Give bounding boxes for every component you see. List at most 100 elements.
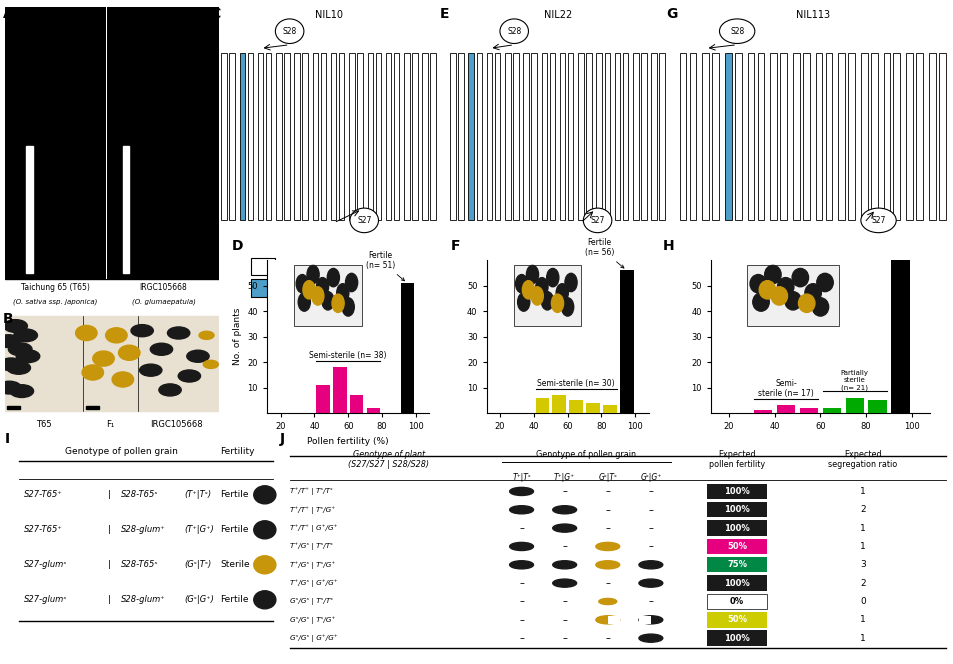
Text: –: – [605, 633, 610, 643]
Text: T65: T65 [281, 262, 296, 271]
Text: S28-T65ˢ: S28-T65ˢ [121, 560, 158, 569]
Text: T65: T65 [35, 420, 51, 429]
Bar [640, 53, 646, 220]
Circle shape [816, 274, 832, 291]
Text: Genotype of pollen grain: Genotype of pollen grain [65, 448, 177, 456]
Text: S27: S27 [870, 216, 884, 225]
Bar [802, 53, 809, 220]
Circle shape [303, 281, 314, 299]
Bar [375, 53, 380, 220]
Text: |: | [109, 596, 112, 604]
Bar [422, 53, 427, 220]
Circle shape [639, 579, 662, 587]
Bar [5, 315, 219, 411]
Circle shape [131, 325, 153, 337]
Bar [513, 266, 580, 327]
Bar [689, 53, 696, 220]
Bar [239, 53, 245, 220]
Bar [569, 400, 582, 413]
Bar [860, 53, 866, 220]
Text: (Gˢ|G⁺): (Gˢ|G⁺) [185, 596, 214, 604]
Text: –: – [518, 578, 523, 588]
Bar [882, 53, 889, 220]
Circle shape [159, 384, 181, 396]
Ellipse shape [75, 325, 97, 341]
Bar [578, 53, 583, 220]
Bar [890, 199, 908, 413]
Bar [706, 484, 766, 499]
Text: Gˢ/Gˢ | Tˢ/Tˢ: Gˢ/Gˢ | Tˢ/Tˢ [289, 598, 333, 605]
Text: Fertile: Fertile [220, 525, 249, 535]
Bar [792, 53, 799, 220]
Text: Expected
pollen fertility: Expected pollen fertility [708, 450, 764, 469]
Text: –: – [648, 596, 653, 606]
Bar [586, 53, 591, 220]
Text: IRGC105668: IRGC105668 [281, 284, 334, 292]
Bar [531, 53, 537, 220]
Text: –: – [561, 633, 566, 643]
Bar [266, 53, 271, 220]
Text: Gˢ|Tˢ: Gˢ|Tˢ [598, 473, 617, 482]
Circle shape [298, 293, 310, 311]
Text: Genotype of plant
(S27/S27 | S28/S28): Genotype of plant (S27/S27 | S28/S28) [348, 450, 429, 469]
Circle shape [515, 274, 527, 293]
Text: S27-T65⁺: S27-T65⁺ [24, 525, 63, 535]
Text: Fertile
(n= 84): Fertile (n= 84) [0, 663, 1, 664]
Text: (T⁺|G⁺): (T⁺|G⁺) [185, 525, 214, 535]
Ellipse shape [118, 345, 140, 361]
Text: –: – [605, 487, 610, 497]
Circle shape [517, 293, 529, 311]
Text: 2: 2 [860, 578, 865, 588]
Text: Fertile
(n= 51): Fertile (n= 51) [365, 250, 404, 281]
Circle shape [770, 287, 787, 305]
Bar [821, 408, 841, 413]
Text: –: – [561, 541, 566, 552]
Circle shape [253, 591, 275, 609]
Bar [367, 53, 373, 220]
Circle shape [0, 358, 23, 371]
Bar [706, 557, 766, 572]
Circle shape [345, 274, 357, 291]
Circle shape [0, 381, 21, 394]
Text: I: I [5, 432, 10, 446]
Bar [651, 53, 656, 220]
Text: S28-T65ˢ: S28-T65ˢ [121, 490, 158, 499]
Circle shape [509, 487, 533, 495]
Circle shape [552, 524, 576, 532]
Bar [776, 405, 795, 413]
Bar [284, 53, 290, 220]
Bar [659, 53, 664, 220]
Circle shape [7, 361, 30, 374]
Bar [486, 53, 492, 220]
Bar [607, 616, 619, 624]
Bar [251, 258, 275, 276]
Text: –: – [648, 487, 653, 497]
Circle shape [253, 486, 275, 504]
Text: 100%: 100% [723, 633, 749, 643]
Circle shape [13, 329, 37, 342]
Bar [552, 395, 565, 413]
Circle shape [342, 297, 354, 316]
Circle shape [752, 293, 768, 311]
Bar [349, 53, 355, 220]
Text: Expected
segregation ratio: Expected segregation ratio [827, 450, 897, 469]
Circle shape [203, 361, 218, 369]
Circle shape [596, 542, 619, 550]
Bar [706, 502, 766, 517]
Circle shape [16, 350, 40, 363]
Bar [248, 53, 253, 220]
Bar [622, 53, 628, 220]
Text: –: – [561, 596, 566, 606]
Text: Fertile
(n= 56): Fertile (n= 56) [584, 238, 623, 268]
Bar [585, 403, 599, 413]
Circle shape [540, 291, 553, 310]
Text: 50%: 50% [726, 616, 746, 624]
Bar [847, 53, 854, 220]
Bar [724, 53, 731, 220]
Bar [541, 53, 546, 220]
Text: 100%: 100% [723, 487, 749, 496]
Bar [257, 53, 263, 220]
Text: –: – [605, 578, 610, 588]
Bar [385, 53, 391, 220]
Bar [754, 410, 772, 413]
